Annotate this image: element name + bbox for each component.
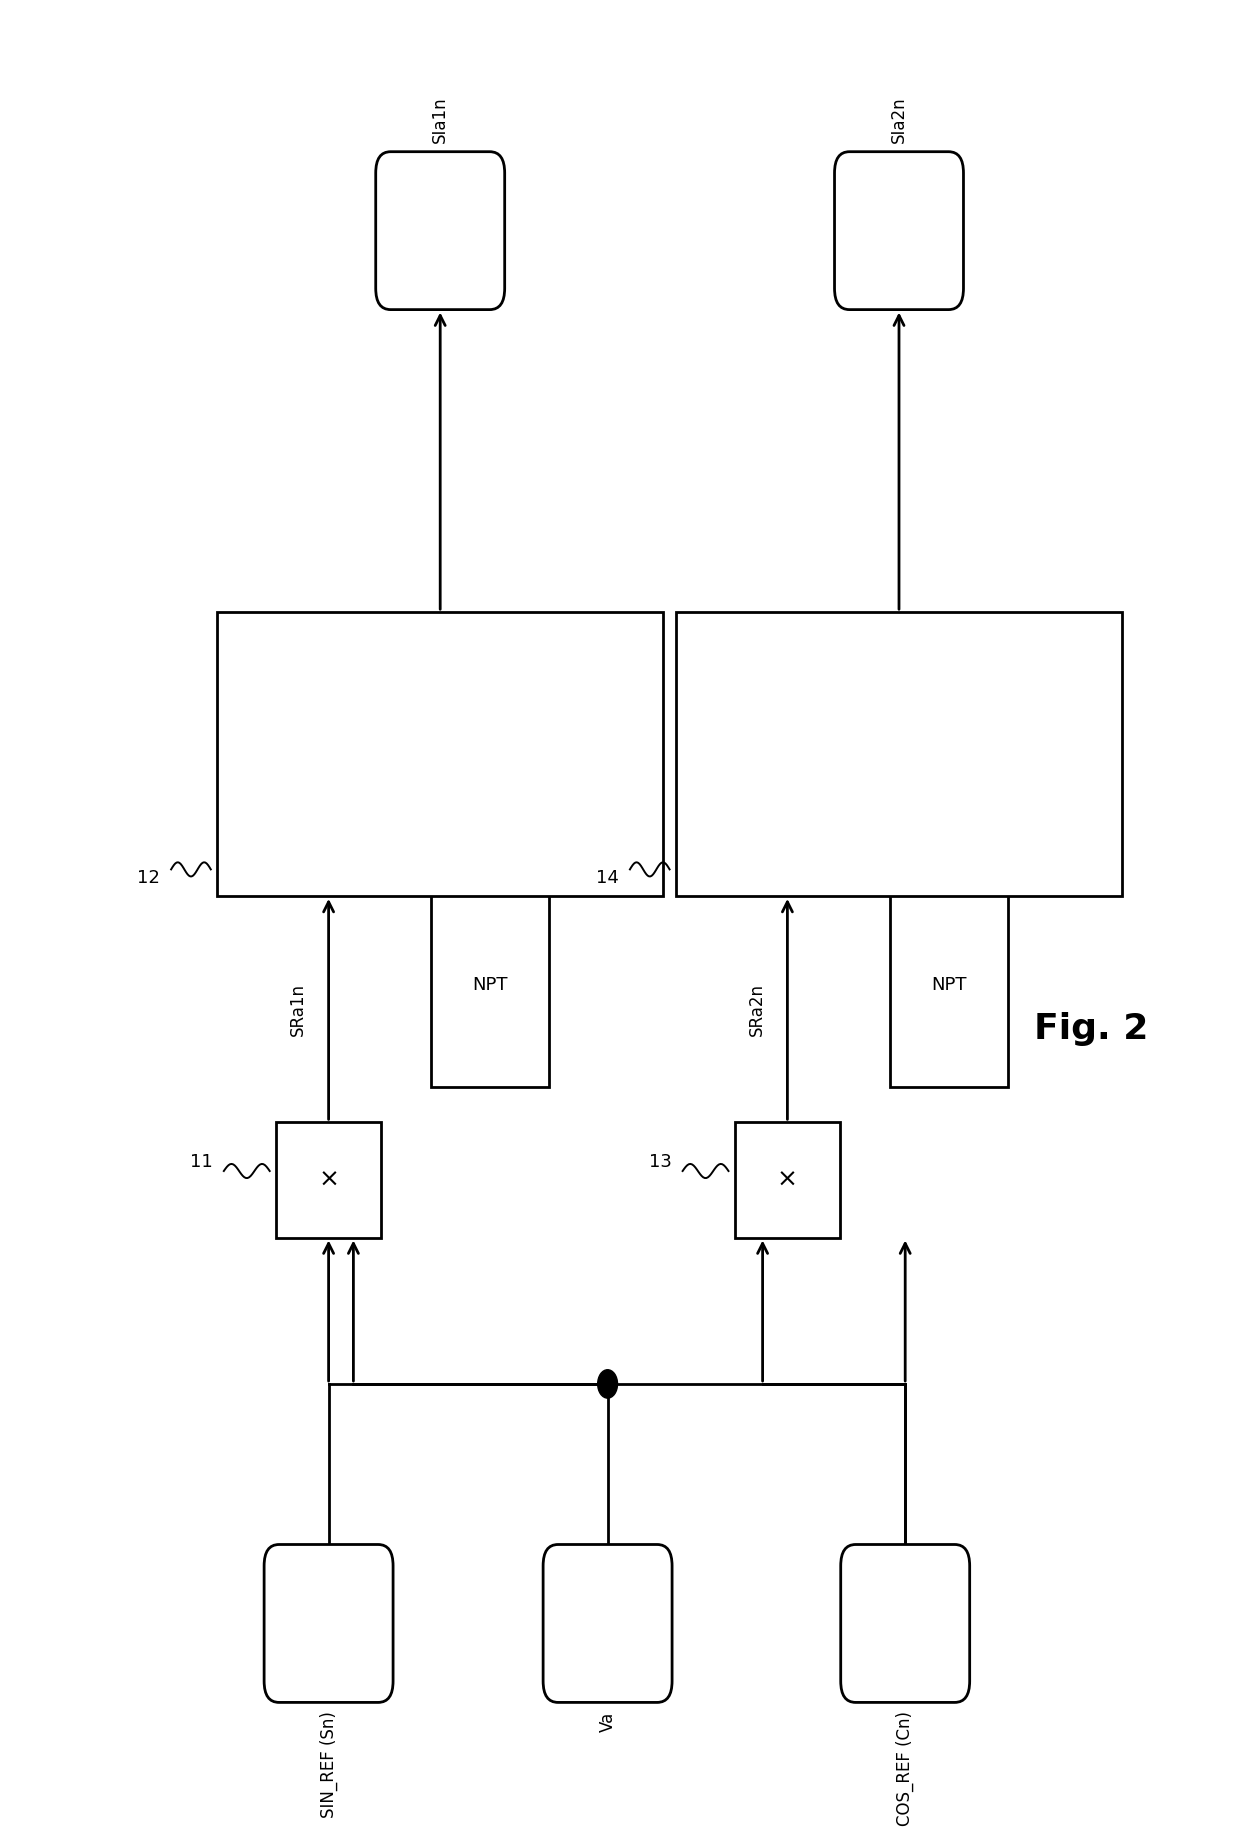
Text: Va: Va [599,1712,616,1732]
Text: ×: × [319,1168,339,1192]
FancyBboxPatch shape [264,1545,393,1703]
Text: SIa2n: SIa2n [890,96,908,143]
Text: NPT: NPT [472,977,507,993]
Text: SRa2n: SRa2n [748,982,765,1035]
Bar [676,612,1122,896]
Text: COS_REF (Cn): COS_REF (Cn) [897,1712,914,1826]
Bar [432,883,549,1087]
Text: Fig. 2: Fig. 2 [1034,1011,1148,1046]
FancyBboxPatch shape [835,151,963,309]
Text: 11: 11 [190,1153,213,1171]
Text: 12: 12 [138,870,160,886]
FancyBboxPatch shape [841,1545,970,1703]
Text: SRa1n: SRa1n [289,982,306,1035]
Text: SIa1n: SIa1n [432,96,449,143]
Text: SIN_REF (Sn): SIN_REF (Sn) [320,1712,337,1819]
Bar [890,883,1007,1087]
Circle shape [598,1370,618,1398]
FancyBboxPatch shape [543,1545,672,1703]
Bar [734,1122,841,1238]
FancyBboxPatch shape [376,151,505,309]
Bar [217,612,663,896]
Text: 13: 13 [649,1153,672,1171]
Text: NPT: NPT [931,977,966,993]
Bar [275,1122,381,1238]
Text: 14: 14 [596,870,619,886]
Text: ×: × [777,1168,797,1192]
